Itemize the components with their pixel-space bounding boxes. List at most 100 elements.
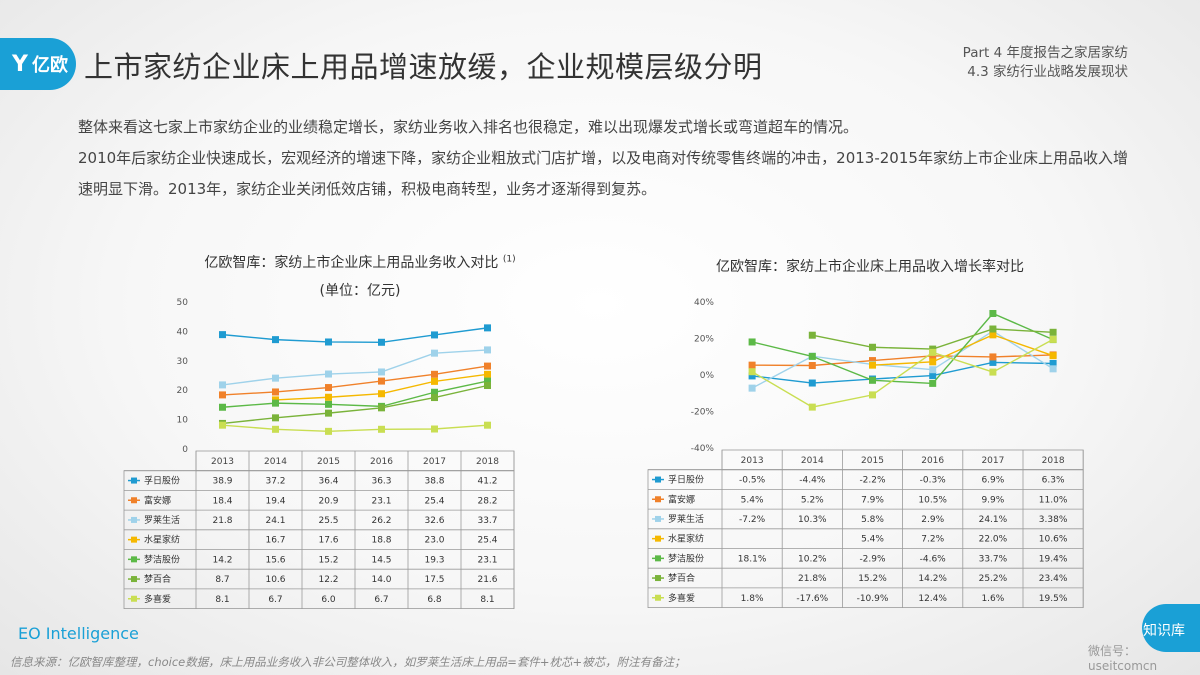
chart1-data-point [219,381,226,389]
chart1-cell-value: 38.8 [424,477,444,487]
chart1-data-point [378,368,385,376]
chart1-data-point [431,394,438,402]
chart1-data-point [431,349,438,357]
chart1-cell-value: 25.5 [318,516,338,526]
chart1-xtick: 2017 [423,457,446,467]
chart2-data-point [869,391,876,399]
chart2-series-line [751,330,1054,389]
chart1-title-block: 亿欧智库：家纺上市企业床上用品业务收入对比 (1) (单位：亿元) [170,252,550,300]
chart1-data-point [431,377,438,385]
chart1-legend-label: 罗莱生活 [144,514,180,526]
chart2-cell-value: 18.1% [738,554,767,564]
chart1-ytick: 40 [177,327,189,337]
chart2-data-point [748,361,756,369]
chart2-cell-value: 2.9% [921,515,944,525]
chart1-data-point [484,346,491,354]
chart1-cell-value: 37.2 [265,477,285,487]
chart1-data-point [272,414,279,422]
chart1-data-point [378,390,385,398]
chart2-cell-value: 25.2% [979,574,1008,584]
chart2-data-point [808,352,816,360]
chart2-cell-value: 14.2% [918,574,947,584]
chart1-cell-value: 8.7 [215,575,229,585]
part-line-1: Part 4 年度报告之家居家纺 [962,45,1128,61]
chart1-ytick: 10 [177,416,189,426]
chart2-cell-value: 5.8% [861,515,884,525]
chart1-data-point [431,388,438,396]
chart1-cell-value: 16.7 [265,536,285,546]
intro-paragraph-1: 整体来看这七家上市家纺企业的业绩稳定增长，家纺业务收入排名也很稳定，难以出现爆发… [78,118,859,136]
chart1-cell-value: 6.8 [427,595,442,605]
chart1-cell-value: 36.3 [371,477,391,487]
chart1-cell-value: 18.8 [371,536,391,546]
chart2-cell-value: -2.2% [859,476,886,486]
chart2-data-point [748,368,756,376]
chart1-data-point [272,425,279,433]
chart1-legend-label: 富安娜 [144,494,171,506]
chart1-legend-label: 多喜爱 [144,593,171,605]
chart1-series-line [222,365,488,396]
chart1-xtick: 2013 [211,457,234,467]
chart2-data-point [929,366,937,374]
chart1-cell-value: 36.4 [318,477,338,487]
chart2-xtick: 2014 [801,456,824,466]
chart1-xtick: 2014 [264,457,287,467]
chart2-cell-value: 12.4% [918,594,947,604]
chart1-data-point [484,421,491,429]
chart1-cell-value: 25.4 [477,536,497,546]
chart2-cell-value: -0.3% [920,476,947,486]
chart1-cell-value: 15.2 [318,555,338,565]
chart1-data-point [484,324,491,332]
chart1-legend-marker [131,477,137,484]
chart2-series-line [752,354,1054,367]
chart2-legend-marker [655,476,661,483]
chart1-cell-value: 24.1 [265,516,285,526]
chart1-data-point [378,377,385,385]
chart2-legend-marker [655,535,661,542]
chart2-data-point [929,358,937,366]
chart1-series-line [222,327,488,343]
chart2-data-point [1049,335,1057,343]
chart2-ytick: -20% [691,408,715,418]
chart1-ytick: 0 [182,445,188,455]
chart2-cell-value: 24.1% [979,515,1008,525]
chart1-data-point [272,388,279,396]
chart2-data-point [989,331,997,339]
chart1-data-point [431,425,438,433]
chart1-cell-value: 10.6 [265,575,285,585]
chart1-legend-marker [131,516,137,523]
chart2-cell-value: 19.4% [1039,554,1068,564]
chart1-xtick: 2018 [476,457,499,467]
chart2-data-point [989,353,997,361]
chart2-xtick: 2015 [861,456,884,466]
chart2-data-point [989,309,997,317]
chart1-data-point [219,421,226,429]
chart2-legend-marker [655,496,661,503]
chart1-ytick: 50 [177,298,189,308]
chart2-legend-marker [655,594,661,601]
chart1-data-point [325,393,332,401]
chart2-title: 亿欧智库：家纺上市企业床上用品收入增长率对比 [716,259,1024,275]
chart1-cell-value: 23.1 [477,555,497,565]
chart2-ytick: 0% [700,371,715,381]
chart1-data-point [325,400,332,408]
chart1-cell-value: 23.0 [424,536,444,546]
chart2-xtick: 2013 [741,456,764,466]
chart2-data-point [748,384,756,392]
chart1-data-point [484,381,491,389]
chart2-cell-value: 1.8% [741,594,764,604]
section-label: Part 4 年度报告之家居家纺 4.3 家纺行业战略发展现状 [963,44,1128,82]
chart2-xtick: 2016 [921,456,944,466]
chart2-cell-value: -17.6% [796,594,828,604]
chart1-legend-label: 孚日股份 [144,475,180,487]
chart1-data-point [272,336,279,344]
chart2-cell-value: 19.5% [1039,594,1068,604]
chart1-legend-marker [131,576,137,583]
chart2-data-point [929,372,937,380]
chart1-cell-value: 25.4 [424,496,444,506]
chart2-cell-value: 21.8% [798,574,827,584]
chart2-legend-marker [655,555,661,562]
chart2-data-point [808,362,816,370]
chart2-legend-label: 多喜爱 [668,592,695,604]
